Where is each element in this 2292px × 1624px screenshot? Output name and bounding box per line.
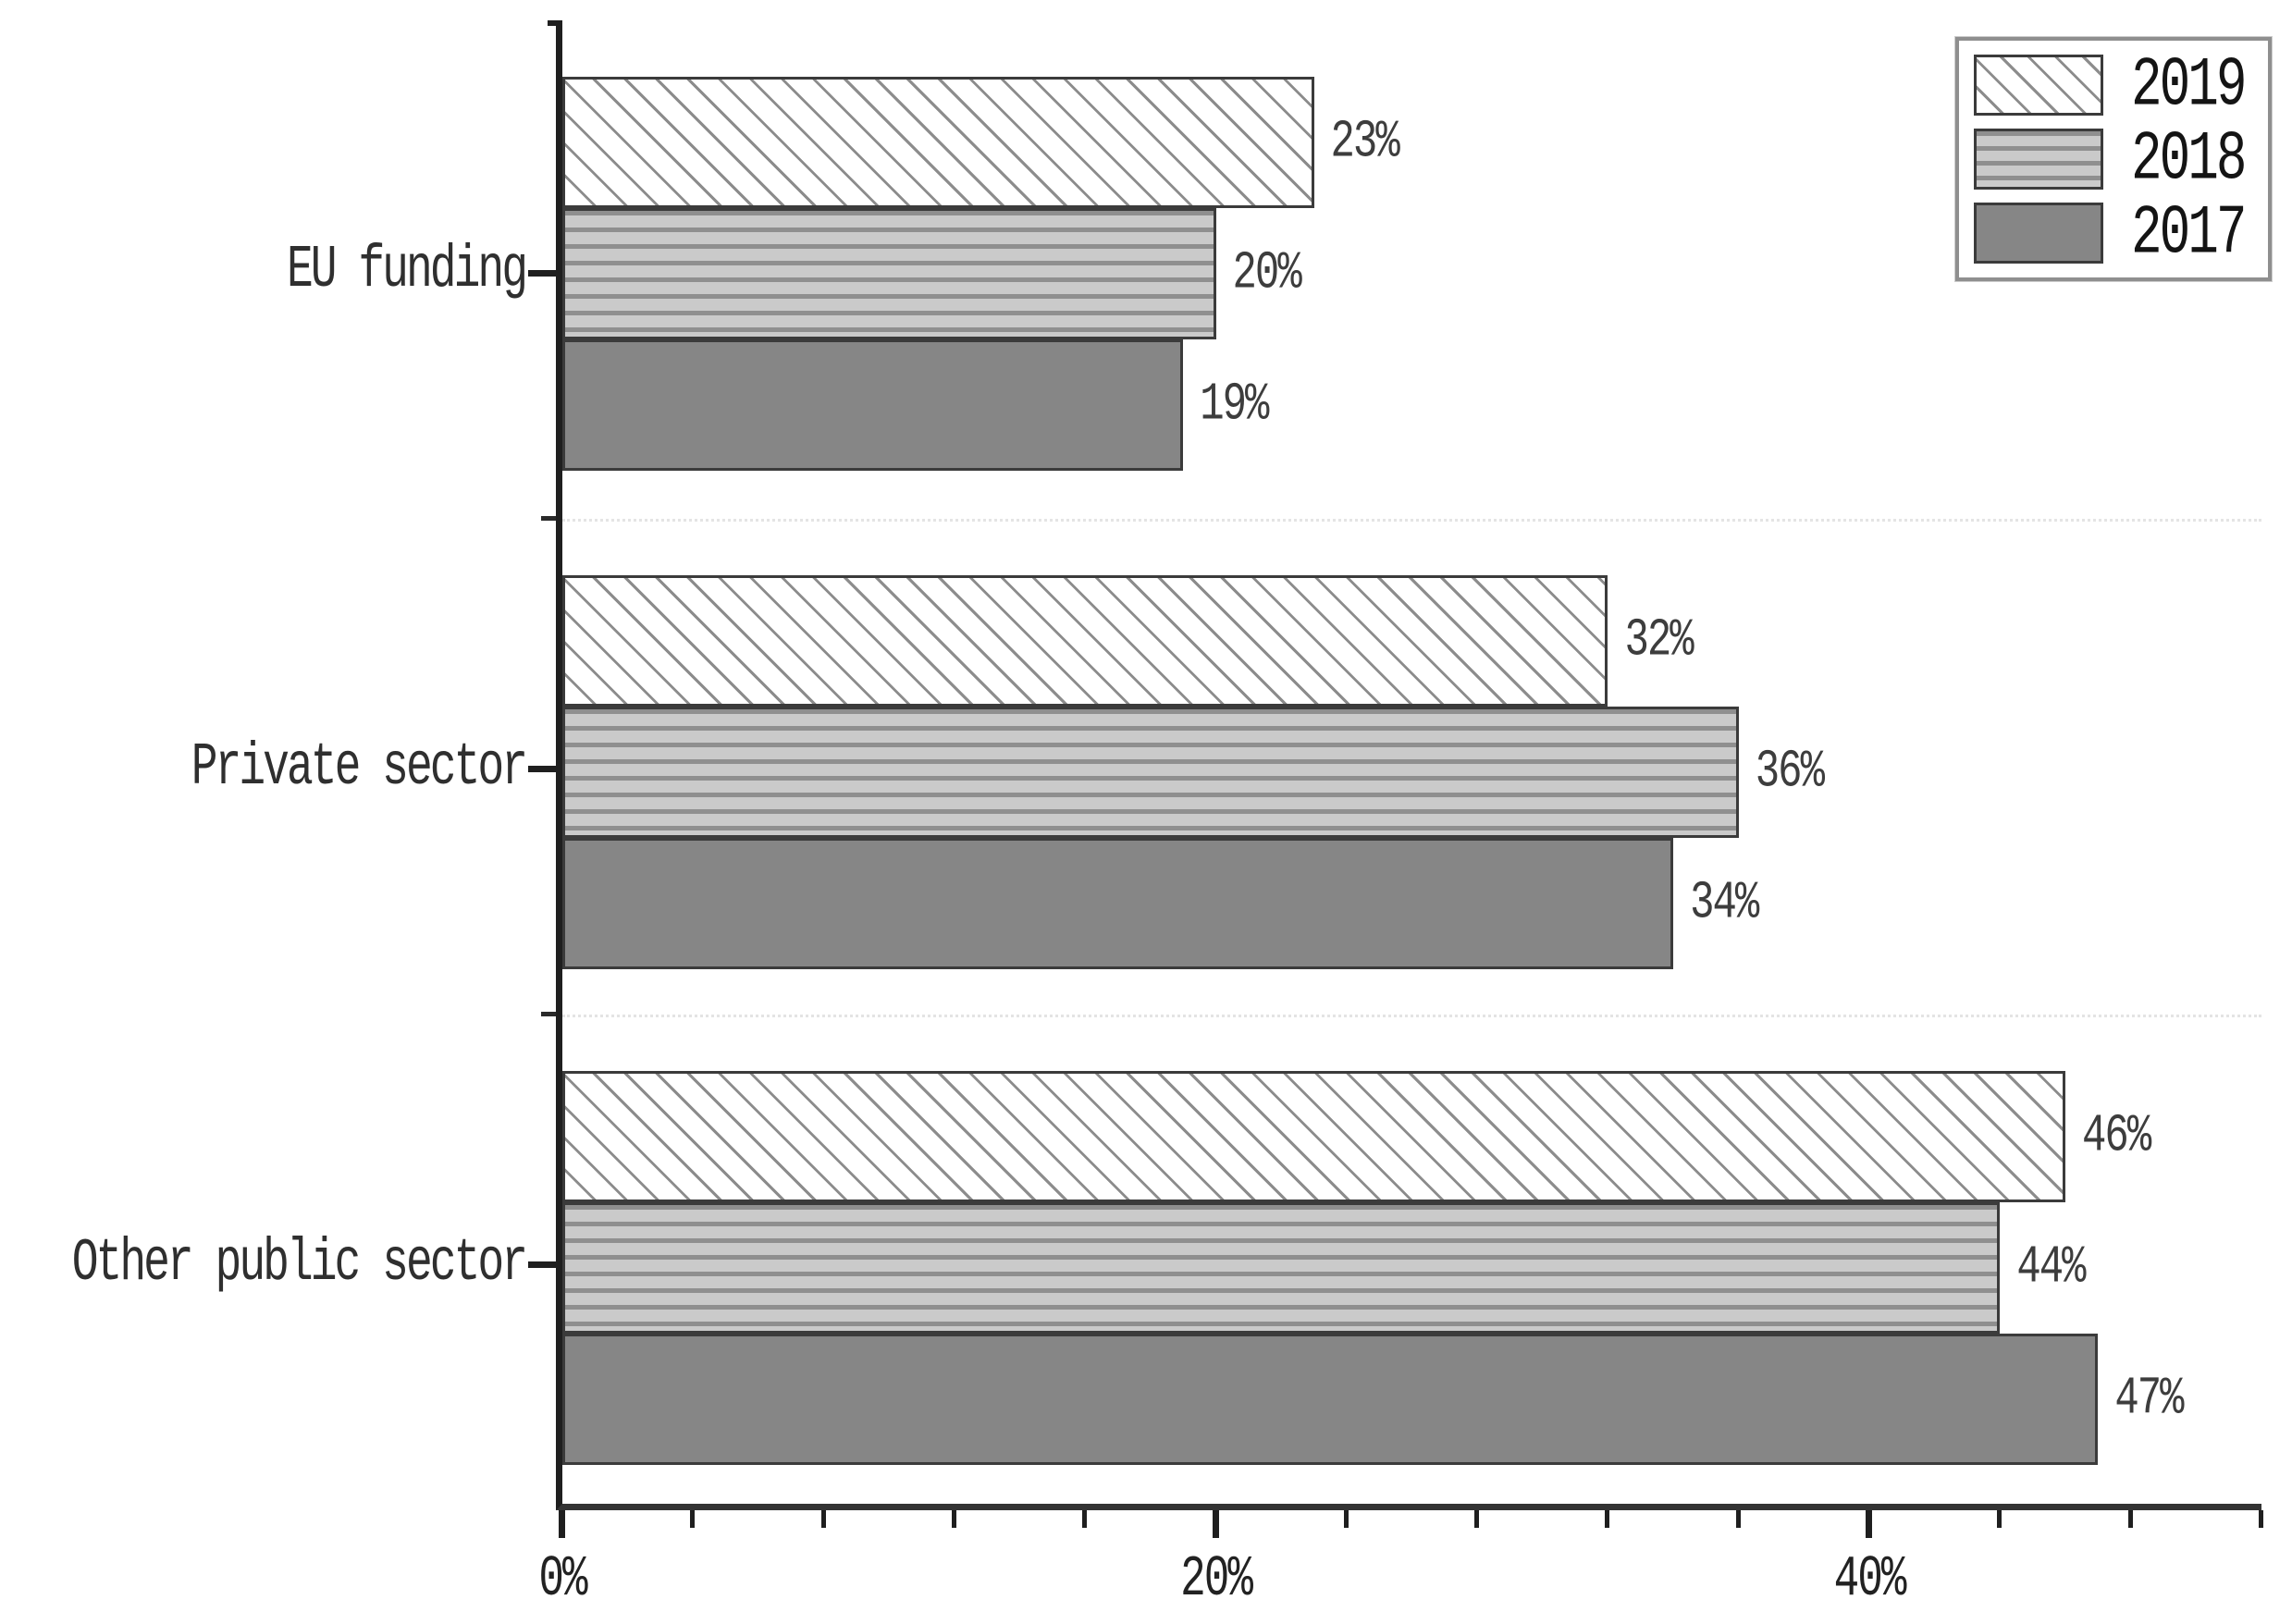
bar-2019	[562, 575, 1608, 707]
y-axis-minor-tick	[541, 516, 556, 521]
y-axis-major-tick	[528, 766, 556, 772]
bar-row: 47%	[562, 1334, 2261, 1465]
bar-stack: 23% 20% 19%	[562, 77, 2261, 471]
legend: 2019 2018 2017	[1954, 36, 2273, 282]
x-axis-major-tick	[559, 1510, 565, 1538]
bar-2017	[562, 1334, 2099, 1465]
legend-label: 2017	[2131, 192, 2247, 274]
value-label: 44%	[2016, 1237, 2086, 1298]
y-axis-minor-tick	[541, 1012, 556, 1016]
x-axis-minor-tick	[690, 1510, 696, 1528]
x-axis-major-tick	[1866, 1510, 1873, 1538]
y-axis-major-tick	[528, 270, 556, 277]
x-axis-minor-tick	[820, 1510, 826, 1528]
x-axis-minor-tick	[1997, 1510, 2002, 1528]
category-group: EU funding 23% 20% 19%	[287, 23, 2261, 519]
value-label: 47%	[2114, 1369, 2184, 1430]
bar-row: 46%	[562, 1071, 2261, 1202]
category-label: Other public sector	[71, 1230, 528, 1298]
legend-swatch-2017	[1974, 203, 2103, 264]
bar-row: 19%	[562, 339, 2261, 471]
category-group: Other public sector 46% 44% 47%	[72, 1015, 2261, 1510]
value-label: 23%	[1330, 112, 1400, 173]
bar-row: 23%	[562, 77, 2261, 208]
x-axis-tick-label: 40%	[1833, 1546, 1907, 1613]
bar-2017	[562, 838, 1674, 969]
legend-row: 2018	[1974, 119, 2253, 199]
bar-stack: 46% 44% 47%	[562, 1071, 2261, 1465]
legend-label: 2019	[2131, 44, 2247, 126]
legend-row: 2017	[1974, 193, 2253, 273]
bar-row: 36%	[562, 707, 2261, 838]
x-axis-minor-tick	[1343, 1510, 1349, 1528]
legend-row: 2019	[1974, 45, 2253, 125]
bar-row: 34%	[562, 838, 2261, 969]
bar-2018	[562, 1202, 2001, 1334]
bar-2017	[562, 339, 1184, 471]
x-axis-major-tick	[1212, 1510, 1219, 1538]
y-axis-end-tick	[548, 20, 562, 26]
x-axis-minor-tick	[2259, 1510, 2263, 1528]
bar-row: 20%	[562, 208, 2261, 339]
bar-2019	[562, 77, 1314, 208]
bar-2018	[562, 707, 1739, 838]
legend-label: 2018	[2131, 118, 2247, 200]
x-axis-minor-tick	[1082, 1510, 1088, 1528]
x-axis-tick-label: 20%	[1180, 1546, 1253, 1613]
value-label: 36%	[1755, 742, 1825, 803]
category-group: Private sector 32% 36% 34%	[191, 519, 2261, 1015]
y-axis-major-tick	[528, 1261, 556, 1268]
value-label: 32%	[1624, 610, 1694, 671]
category-label: Private sector	[191, 734, 528, 802]
value-label: 34%	[1690, 873, 1759, 934]
x-axis-minor-tick	[2127, 1510, 2133, 1528]
bar-row: 32%	[562, 575, 2261, 707]
legend-swatch-2019	[1974, 55, 2103, 116]
bar-2018	[562, 208, 1216, 339]
value-label: 20%	[1232, 243, 1302, 304]
x-axis-tick-label: 0%	[538, 1546, 587, 1613]
x-axis-minor-tick	[951, 1510, 956, 1528]
legend-swatch-2018	[1974, 129, 2103, 190]
category-label: EU funding	[286, 237, 528, 305]
value-label: 19%	[1200, 375, 1269, 436]
x-axis-minor-tick	[1605, 1510, 1610, 1528]
plot-area: EU funding 23% 20% 19% Private sector 32% 36% 3…	[72, 20, 2263, 1612]
x-axis-minor-tick	[1735, 1510, 1741, 1528]
bar-2019	[562, 1071, 2066, 1202]
x-axis-minor-tick	[1474, 1510, 1480, 1528]
value-label: 46%	[2082, 1106, 2151, 1167]
bar-stack: 32% 36% 34%	[562, 575, 2261, 969]
bar-row: 44%	[562, 1202, 2261, 1334]
